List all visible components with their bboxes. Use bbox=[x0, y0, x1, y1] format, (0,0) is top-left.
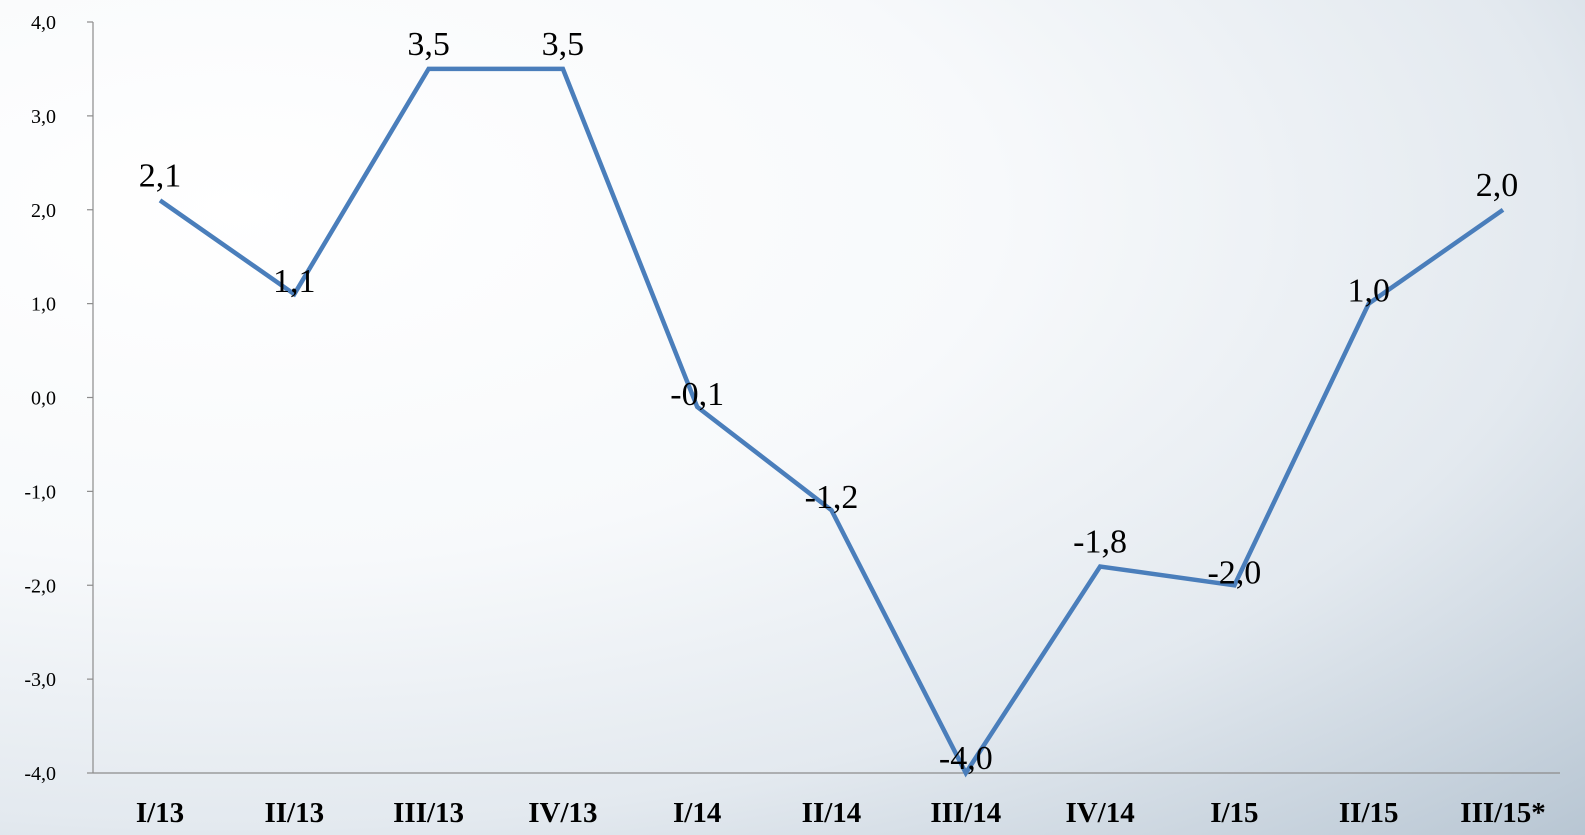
x-tick-label: III/15* bbox=[1460, 797, 1545, 829]
axes bbox=[92, 22, 1560, 774]
y-tick-label: 1,0 bbox=[31, 294, 56, 316]
y-tick-label: 3,0 bbox=[31, 106, 56, 128]
x-tick-label: I/15 bbox=[1210, 797, 1258, 829]
y-tick-label: 2,0 bbox=[31, 200, 56, 222]
data-label: 3,5 bbox=[407, 26, 450, 63]
y-axis-ticks: 4,0 3,0 2,0 1,0 0,0 -1,0 -2,0 -3,0 -4,0 bbox=[24, 12, 93, 785]
x-tick-label: II/14 bbox=[802, 797, 862, 829]
x-tick-label: I/13 bbox=[136, 797, 184, 829]
y-tick-label: -2,0 bbox=[24, 575, 56, 597]
y-tick-label: 0,0 bbox=[31, 388, 56, 410]
x-tick-label: IV/14 bbox=[1065, 797, 1134, 829]
series-line bbox=[158, 66, 1505, 778]
x-tick-label: II/13 bbox=[264, 797, 324, 829]
x-tick-label: IV/13 bbox=[528, 797, 597, 829]
data-label: -1,2 bbox=[805, 479, 859, 516]
x-tick-label: III/13 bbox=[393, 797, 464, 829]
data-label: 2,0 bbox=[1476, 167, 1519, 204]
y-tick-label: -4,0 bbox=[24, 763, 56, 785]
y-tick-label: -1,0 bbox=[24, 481, 56, 503]
data-label: 3,5 bbox=[542, 26, 585, 63]
y-tick-label: 4,0 bbox=[31, 12, 56, 34]
data-label: -4,0 bbox=[939, 740, 993, 777]
data-label: -1,8 bbox=[1073, 523, 1127, 560]
data-label: -0,1 bbox=[670, 376, 724, 413]
x-axis-ticks: I/13 II/13 III/13 IV/13 I/14 II/14 III/14 IV/14… bbox=[136, 797, 1546, 829]
data-label: 2,1 bbox=[139, 157, 182, 194]
data-label: -2,0 bbox=[1207, 554, 1261, 591]
x-tick-label: III/14 bbox=[930, 797, 1001, 829]
data-label: 1,1 bbox=[273, 263, 316, 300]
x-tick-label: II/15 bbox=[1339, 797, 1399, 829]
series-layer bbox=[158, 66, 1505, 778]
y-tick-label: -3,0 bbox=[24, 669, 56, 691]
data-label: 1,0 bbox=[1347, 273, 1390, 310]
x-tick-label: I/14 bbox=[673, 797, 721, 829]
data-labels: 2,1 1,1 3,5 3,5 -0,1 -1,2 -4,0 -1,8 -2,0 1,0 2,0 bbox=[139, 26, 1519, 777]
